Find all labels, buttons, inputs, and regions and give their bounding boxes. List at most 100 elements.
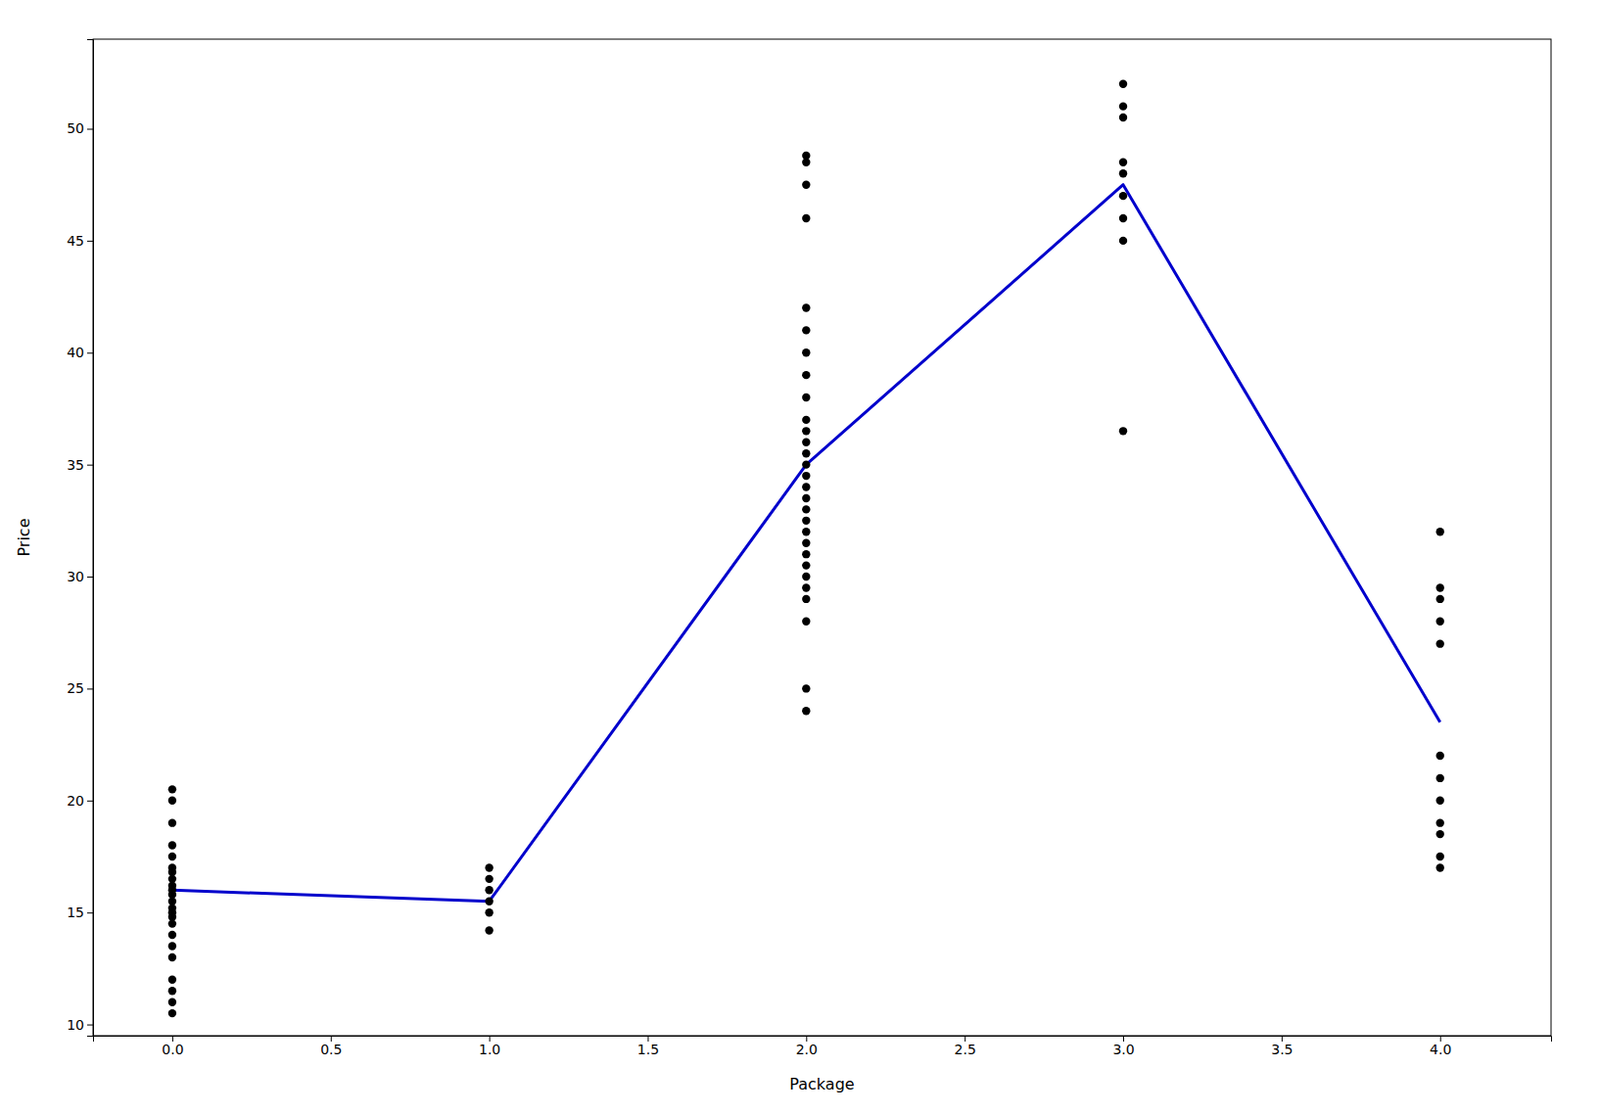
y-tick: 30 xyxy=(66,568,94,585)
point xyxy=(168,1009,177,1018)
x-tick: 1.0 xyxy=(478,1035,501,1058)
x-tick: 1.5 xyxy=(637,1035,659,1058)
point xyxy=(1119,191,1128,200)
point xyxy=(1436,830,1445,839)
point xyxy=(168,976,177,985)
point xyxy=(1119,113,1128,122)
point xyxy=(801,460,810,469)
point xyxy=(168,797,177,805)
x-tick-label: 4.0 xyxy=(1429,1041,1452,1058)
point xyxy=(484,886,493,895)
point xyxy=(1436,852,1445,861)
y-tick: 15 xyxy=(66,904,94,921)
point xyxy=(1119,101,1128,110)
x-tick: 2.5 xyxy=(954,1035,977,1058)
y-tick: 35 xyxy=(66,457,94,473)
y-tick-mark xyxy=(87,352,94,354)
x-tick: 0.5 xyxy=(320,1035,342,1058)
point xyxy=(801,482,810,491)
y-tick: 25 xyxy=(66,680,94,697)
point xyxy=(801,180,810,189)
x-tick-label: 3.5 xyxy=(1270,1041,1293,1058)
point xyxy=(801,438,810,447)
point xyxy=(1119,214,1128,223)
point xyxy=(801,517,810,525)
y-tick-mark xyxy=(87,129,94,131)
x-tick: 3.0 xyxy=(1112,1035,1134,1058)
plot-frame xyxy=(93,39,1552,1036)
y-axis-title: Price xyxy=(14,517,34,557)
point xyxy=(801,471,810,480)
y-tick-mark xyxy=(87,1025,94,1027)
x-axis-title: Package xyxy=(789,1075,854,1094)
point xyxy=(168,987,177,995)
point xyxy=(168,863,177,872)
point xyxy=(801,706,810,715)
point xyxy=(801,449,810,458)
point xyxy=(1436,818,1445,827)
y-tick: 20 xyxy=(66,793,94,809)
point xyxy=(168,852,177,861)
point xyxy=(168,997,177,1006)
y-tick: 45 xyxy=(66,233,94,249)
point xyxy=(801,494,810,503)
y-tick-label: 20 xyxy=(66,793,85,809)
point xyxy=(801,505,810,514)
y-tick-mark xyxy=(87,800,94,802)
x-tick-label: 2.0 xyxy=(796,1041,818,1058)
point xyxy=(1436,583,1445,592)
point xyxy=(1119,80,1128,89)
point xyxy=(1436,863,1445,872)
point xyxy=(801,561,810,569)
y-tick-mark xyxy=(87,465,94,467)
y-tick-label: 10 xyxy=(66,1017,85,1034)
x-tick-label: 2.5 xyxy=(954,1041,977,1058)
point xyxy=(168,941,177,950)
x-tick: 2.0 xyxy=(796,1035,818,1058)
point xyxy=(801,393,810,402)
line-layer xyxy=(172,185,1441,902)
x-tick-label: 3.0 xyxy=(1112,1041,1134,1058)
point xyxy=(801,348,810,357)
point xyxy=(801,416,810,424)
y-tick-label: 35 xyxy=(66,457,85,473)
x-tick: 0.0 xyxy=(161,1035,184,1058)
point xyxy=(801,617,810,626)
chart: 0.0 0.5 1.0 1.5 2.0 2.5 3.0 3.5 4.0 10 15 20 25 30 35 4… xyxy=(0,0,1600,1114)
point xyxy=(484,926,493,935)
point xyxy=(1436,595,1445,604)
plot: 0.0 0.5 1.0 1.5 2.0 2.5 3.0 3.5 4.0 10 15 20 25 30 35 4… xyxy=(66,39,1552,1058)
point xyxy=(801,539,810,548)
point xyxy=(168,931,177,940)
point xyxy=(168,841,177,849)
y-axis-line xyxy=(87,40,95,1037)
point xyxy=(1436,639,1445,648)
y-tick-mark xyxy=(87,576,94,578)
point xyxy=(168,953,177,962)
x-tick-label: 1.5 xyxy=(637,1041,659,1058)
point xyxy=(1119,158,1128,167)
point xyxy=(801,595,810,604)
y-tick-label: 40 xyxy=(66,344,85,361)
y-axis: 101520253035404550 xyxy=(66,40,94,1037)
point-layer xyxy=(168,80,1445,1019)
x-axis-line xyxy=(94,1036,1553,1043)
point xyxy=(1119,169,1128,178)
x-tick: 3.5 xyxy=(1270,1035,1293,1058)
point xyxy=(801,583,810,592)
y-tick-mark xyxy=(87,688,94,690)
point xyxy=(801,151,810,160)
point xyxy=(801,371,810,379)
point xyxy=(801,527,810,536)
point xyxy=(801,326,810,334)
point xyxy=(168,785,177,794)
x-tick-label: 0.5 xyxy=(320,1041,342,1058)
y-tick-label: 15 xyxy=(66,904,85,921)
point xyxy=(801,572,810,581)
point xyxy=(801,684,810,693)
point xyxy=(801,303,810,312)
y-tick-label: 45 xyxy=(66,233,85,249)
point xyxy=(484,897,493,906)
point xyxy=(801,426,810,435)
point xyxy=(801,550,810,559)
